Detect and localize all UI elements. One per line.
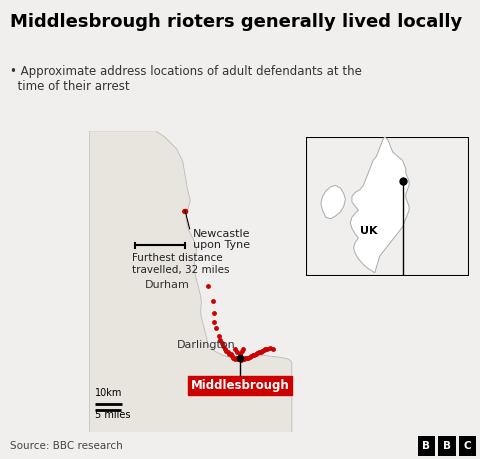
FancyBboxPatch shape (459, 436, 476, 456)
Text: Darlington: Darlington (177, 340, 235, 350)
Polygon shape (89, 131, 292, 432)
Polygon shape (350, 137, 409, 273)
Text: UK: UK (360, 226, 377, 236)
Text: • Approximate address locations of adult defendants at the
  time of their arres: • Approximate address locations of adult… (10, 65, 361, 94)
Polygon shape (321, 185, 346, 218)
Text: Source: BBC research: Source: BBC research (10, 441, 122, 451)
Text: B: B (422, 441, 430, 451)
Text: B: B (443, 441, 451, 451)
FancyBboxPatch shape (418, 436, 435, 456)
FancyBboxPatch shape (438, 436, 456, 456)
Text: Middlesbrough: Middlesbrough (191, 379, 289, 392)
Text: Furthest distance
travelled, 32 miles: Furthest distance travelled, 32 miles (132, 253, 230, 274)
Text: Durham: Durham (145, 280, 190, 290)
Text: C: C (464, 441, 471, 451)
Text: Newcastle
upon Tyne: Newcastle upon Tyne (192, 229, 250, 251)
Text: 5 miles: 5 miles (95, 410, 131, 420)
Text: Middlesbrough rioters generally lived locally: Middlesbrough rioters generally lived lo… (10, 13, 462, 31)
Text: 10km: 10km (95, 388, 122, 398)
